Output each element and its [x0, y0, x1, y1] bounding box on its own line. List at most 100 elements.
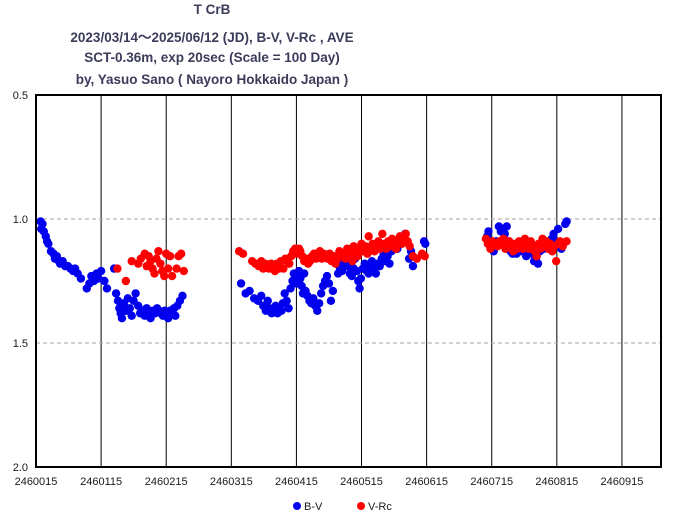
b-v-point	[178, 291, 187, 301]
b-v-point	[38, 219, 47, 229]
b-v-point	[313, 306, 322, 315]
b-v-point	[309, 294, 318, 303]
b-v-point	[364, 269, 373, 278]
b-v-point	[280, 289, 289, 298]
y-tick-label: 1.0	[13, 214, 28, 226]
b-v-point	[277, 306, 286, 315]
v-rc-point	[562, 237, 571, 246]
b-v-point	[315, 299, 324, 308]
b-v-point	[421, 239, 430, 248]
b-v-point	[102, 284, 112, 293]
b-v-point	[96, 266, 106, 276]
legend-label-b-v: B-V	[304, 501, 323, 513]
chart-title-line-3: SCT-0.36m, exp 20sec (Scale = 100 Day)	[84, 50, 340, 65]
x-tick-label: 2460715	[470, 476, 513, 488]
v-rc-point	[391, 244, 401, 253]
b-v-point	[117, 314, 127, 323]
v-rc-point	[532, 252, 541, 261]
v-rc-point	[156, 259, 165, 268]
v-rc-point	[163, 264, 173, 273]
b-v-point	[263, 296, 272, 306]
b-v-point	[337, 266, 347, 276]
b-v-point	[385, 259, 394, 268]
v-rc-point	[238, 249, 248, 258]
v-rc-point	[285, 259, 294, 268]
legend-marker-b-v	[293, 502, 301, 510]
x-tick-label: 2460815	[535, 476, 578, 488]
b-v-point	[245, 286, 254, 296]
legend: B-V V-Rc	[293, 501, 392, 513]
v-rc-point	[172, 264, 181, 273]
b-v-point	[131, 289, 140, 298]
x-tick-label: 2460915	[601, 476, 644, 488]
b-v-point	[562, 217, 571, 226]
b-v-point	[355, 284, 364, 293]
b-v-point	[356, 274, 366, 283]
b-v-point	[284, 304, 293, 313]
plot-frame	[35, 94, 662, 468]
b-v-point	[286, 284, 295, 293]
x-tick-label: 2460015	[15, 476, 58, 488]
b-v-point	[375, 261, 384, 271]
v-rc-point	[348, 256, 357, 266]
v-rc-point	[113, 264, 122, 273]
b-v-point	[322, 271, 332, 281]
v-rc-point	[179, 266, 188, 276]
v-rc-point	[150, 269, 159, 278]
b-v-point	[100, 276, 109, 286]
v-rc-point	[551, 256, 561, 266]
b-v-point	[324, 279, 334, 288]
b-v-point	[282, 296, 291, 306]
b-v-point	[316, 289, 326, 298]
b-v-point	[371, 269, 381, 278]
y-tick-label: 2.0	[13, 462, 28, 474]
b-v-point	[44, 239, 53, 248]
x-tick-label: 2460215	[145, 476, 188, 488]
v-rc-point	[165, 252, 175, 261]
b-v-point	[502, 222, 511, 231]
v-rc-point	[353, 252, 362, 261]
points-layer	[36, 217, 571, 323]
b-v-point	[484, 227, 493, 236]
tick-layer: 2460015 2460115 2460215 2460315 2460415 24605…	[13, 90, 644, 488]
v-rc-point	[167, 271, 177, 281]
v-rc-point	[401, 229, 410, 239]
b-v-point	[236, 279, 246, 288]
x-tick-label: 2460615	[405, 476, 448, 488]
b-v-point	[408, 261, 418, 271]
legend-label-v-rc: V-Rc	[368, 501, 392, 513]
x-tick-label: 2460415	[275, 476, 318, 488]
v-rc-point	[160, 271, 169, 281]
v-rc-point	[154, 247, 163, 256]
b-v-point	[328, 286, 338, 296]
b-v-point	[171, 311, 180, 320]
v-rc-point	[279, 264, 288, 273]
b-v-point	[125, 304, 134, 313]
v-rc-point	[405, 242, 414, 251]
chart-title-line-1: T CrB	[193, 2, 231, 17]
chart-title-line-2: 2023/03/14～2025/06/12 (JD), B-V, V-Rc , …	[70, 30, 354, 45]
b-v-point	[257, 291, 266, 301]
b-v-point	[127, 311, 136, 320]
v-rc-point	[420, 252, 429, 261]
chart-title-line-4: by, Yasuo Sano ( Nayoro Hokkaido Japan )	[75, 72, 349, 87]
x-tick-label: 2460315	[210, 476, 253, 488]
b-v-point	[300, 269, 309, 278]
b-v-point	[76, 274, 86, 283]
y-tick-label: 0.5	[13, 90, 28, 102]
v-rc-point	[412, 254, 422, 263]
b-v-point	[533, 259, 543, 268]
b-v-point	[326, 296, 336, 306]
y-tick-label: 1.5	[13, 338, 28, 350]
v-rc-point	[378, 229, 387, 239]
b-v-point	[111, 289, 121, 298]
v-rc-point	[121, 276, 131, 286]
b-v-point	[553, 224, 563, 234]
b-v-point	[347, 271, 356, 281]
v-rc-point	[127, 256, 136, 266]
legend-marker-v-rc	[357, 502, 365, 510]
v-rc-point	[176, 249, 186, 258]
v-rc-point	[364, 232, 373, 241]
x-tick-label: 2460115	[80, 476, 122, 488]
